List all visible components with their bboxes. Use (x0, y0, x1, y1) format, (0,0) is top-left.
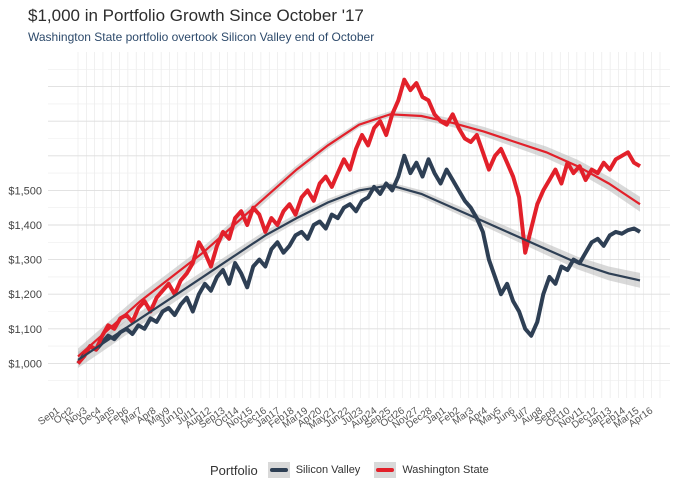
legend-title: Portfolio (210, 462, 258, 478)
grid (48, 52, 670, 398)
trend-confidence-band (78, 111, 640, 365)
y-tick-label: $1,500 (8, 185, 42, 197)
y-tick-label: $1,200 (8, 289, 42, 301)
legend-key-silicon-valley (267, 462, 290, 478)
legend-item-silicon-valley: Silicon Valley (267, 462, 361, 478)
trend-line-silicon-valley (77, 184, 641, 361)
chart-title: $1,000 in Portfolio Growth Since October… (28, 6, 364, 25)
x-tick-labels: Sep1Oct2Nov3Dec4Jan5Feb6Mar7Apr8May9Jun1… (36, 405, 655, 431)
legend: Portfolio Silicon Valley Washington Stat… (210, 462, 503, 478)
series-line-silicon-valley (76, 153, 641, 365)
legend-item-washington-state: Washington State (374, 462, 489, 478)
y-tick-label: $1,100 (8, 324, 42, 336)
chart-subtitle: Washington State portfolio overtook Sili… (28, 30, 375, 44)
y-tick-label: $1,400 (8, 220, 42, 232)
legend-label-washington-state: Washington State (402, 464, 489, 476)
legend-label-silicon-valley: Silicon Valley (295, 464, 361, 476)
legend-key-washington-state (374, 462, 397, 478)
y-tick-label: $1,000 (8, 358, 42, 370)
y-tick-label: $1,300 (8, 255, 42, 267)
trend-confidence-band (78, 182, 640, 368)
trend-line-washington-state (77, 113, 641, 358)
series-line-washington-state (76, 77, 642, 365)
